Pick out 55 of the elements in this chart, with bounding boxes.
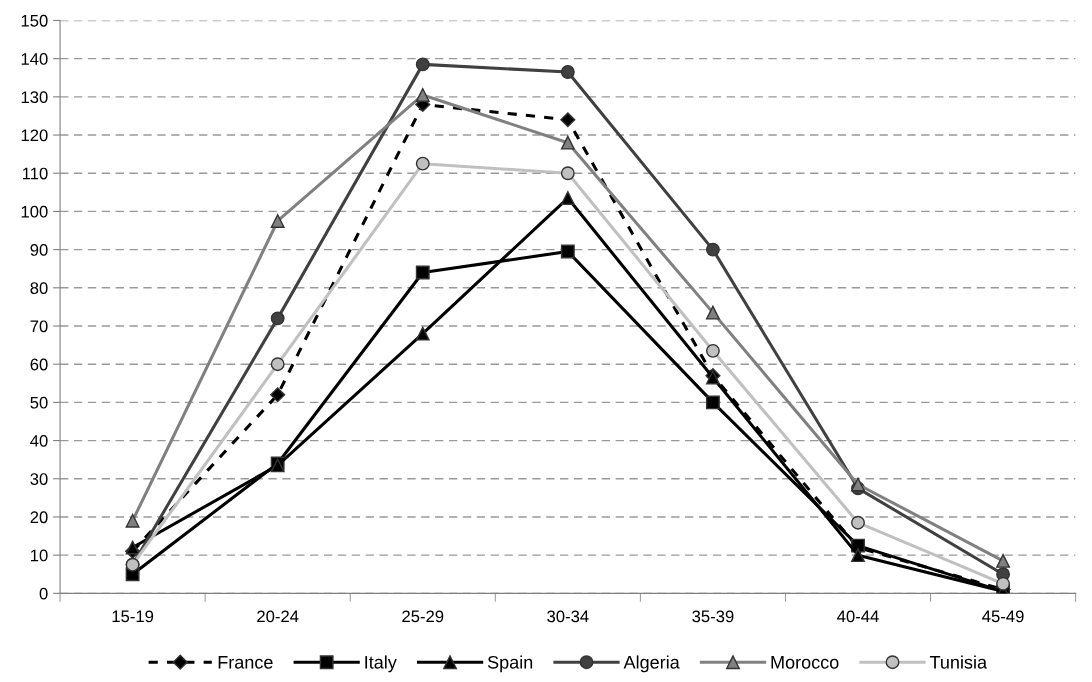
- y-tick-label: 30: [30, 473, 48, 485]
- legend-label: Italy: [365, 655, 397, 673]
- y-tick-label: 70: [30, 320, 48, 333]
- legend-label: Tunisia: [929, 655, 988, 669]
- x-tick-label: 20-24: [257, 610, 299, 623]
- y-tick-label: 80: [30, 282, 48, 295]
- point: [851, 548, 865, 563]
- point: [125, 540, 140, 555]
- point: [415, 156, 430, 171]
- x-tick-label: 30-34: [547, 610, 589, 623]
- legend-label: Morocco: [771, 656, 839, 669]
- point: [851, 515, 865, 530]
- point: [415, 57, 430, 72]
- point: [705, 395, 720, 410]
- point: [996, 553, 1011, 568]
- point: [851, 477, 865, 492]
- y-tick-label: 20: [30, 511, 48, 524]
- point: [415, 87, 430, 102]
- y-tick-label: 140: [21, 53, 48, 65]
- point: [415, 265, 430, 280]
- legend-label: Spain: [487, 655, 533, 673]
- point: [270, 311, 285, 326]
- point: [415, 326, 430, 341]
- point: [270, 357, 285, 372]
- y-tick-label: 130: [21, 91, 48, 104]
- y-tick-label: 110: [22, 167, 48, 180]
- y-tick-label: 120: [21, 129, 48, 142]
- point: [705, 305, 720, 320]
- point: [996, 576, 1011, 591]
- legend-label: France: [218, 656, 273, 669]
- x-tick-label: 45-49: [982, 610, 1024, 623]
- point: [560, 244, 575, 259]
- point: [560, 166, 575, 181]
- point: [270, 387, 286, 403]
- x-tick-label: 40-44: [837, 610, 879, 623]
- x-tick-label: 35-39: [692, 610, 734, 623]
- y-tick-label: 40: [30, 434, 48, 447]
- y-tick-label: 0: [39, 587, 48, 600]
- y-tick-label: 10: [30, 549, 48, 562]
- y-tick-label: 100: [21, 205, 48, 218]
- point: [560, 191, 575, 205]
- y-tick-label: 60: [30, 358, 48, 371]
- point: [560, 65, 575, 79]
- point: [705, 242, 720, 257]
- y-tick-label: 50: [30, 396, 48, 409]
- x-tick-label: 25-29: [402, 610, 444, 623]
- point: [705, 343, 720, 358]
- legend-label: Algeria: [623, 655, 680, 673]
- point: [560, 135, 575, 150]
- y-tick-label: 90: [30, 244, 48, 256]
- point: [125, 513, 140, 528]
- y-tick-label: 150: [21, 14, 48, 27]
- point: [270, 214, 285, 228]
- x-tick-label: 15-19: [112, 610, 154, 623]
- point: [560, 112, 576, 128]
